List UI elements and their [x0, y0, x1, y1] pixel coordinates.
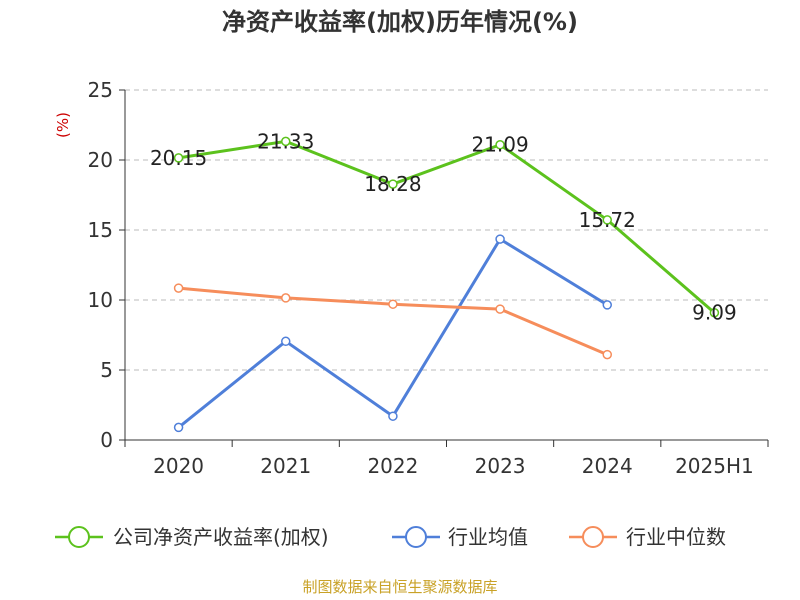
data-point-marker: [709, 307, 720, 318]
x-tick-label: 2021: [260, 454, 311, 478]
data-point-marker: [602, 300, 612, 310]
legend-swatch-marker: [68, 526, 90, 548]
y-tick-label: 10: [88, 288, 113, 312]
data-label: 21.33: [257, 129, 314, 153]
data-point-marker: [602, 215, 612, 225]
data-point-marker: [173, 153, 184, 163]
axes: 0 5 10 15 20 25 2020 2021 2022 2023 2024 2025H1: [88, 78, 769, 478]
x-tick-label: 2023: [475, 454, 526, 478]
legend-swatch-marker: [405, 526, 427, 548]
data-source-note: 制图数据来自恒生聚源数据库: [302, 578, 497, 596]
data-label: 9.09: [692, 301, 737, 325]
data-label: 20.15: [150, 146, 207, 170]
legend: 公司净资产收益率(加权) 行业均值 行业中位数: [55, 525, 726, 549]
data-point-marker: [173, 422, 184, 433]
y-tick-label: 25: [88, 78, 113, 102]
data-point-marker: [388, 179, 398, 189]
x-tick-label: 2025H1: [675, 454, 754, 478]
x-tick-label: 2022: [367, 454, 418, 478]
gridlines: [125, 89, 768, 371]
x-tick-label: 2020: [153, 454, 204, 478]
legend-label: 公司净资产收益率(加权): [113, 525, 329, 549]
data-label: 21.09: [471, 133, 528, 157]
data-label: 18.28: [364, 172, 421, 196]
data-point-marker: [388, 299, 398, 309]
legend-label: 行业中位数: [626, 525, 726, 549]
y-tick-label: 20: [88, 148, 113, 172]
data-point-marker: [281, 336, 291, 347]
x-tick-label: 2024: [582, 454, 633, 478]
data-point-marker: [281, 136, 291, 147]
data-label: 15.72: [579, 208, 636, 232]
series-line-1: [177, 237, 609, 429]
series-line-2: [178, 286, 608, 356]
legend-label: 行业均值: [448, 525, 528, 549]
chart-title: 净资产收益率(加权)历年情况(%): [222, 8, 578, 36]
data-point-marker: [281, 293, 291, 303]
y-tick-label: 15: [88, 218, 113, 242]
data-point-marker: [602, 349, 612, 360]
legend-swatch-marker: [582, 526, 604, 548]
data-labels: 20.15 21.33 18.28 21.09 15.72 9.09: [150, 129, 737, 324]
data-point-marker: [495, 139, 505, 150]
y-tick-label: 5: [100, 358, 113, 382]
y-tick-label: 0: [100, 428, 113, 452]
data-point-marker: [495, 234, 505, 244]
series-lines: [173, 136, 720, 433]
data-point-marker: [173, 283, 184, 293]
y-axis-unit-label: (%): [54, 112, 72, 138]
data-point-marker: [495, 304, 505, 314]
series-line-0: [178, 139, 716, 314]
data-point-marker: [388, 411, 398, 421]
